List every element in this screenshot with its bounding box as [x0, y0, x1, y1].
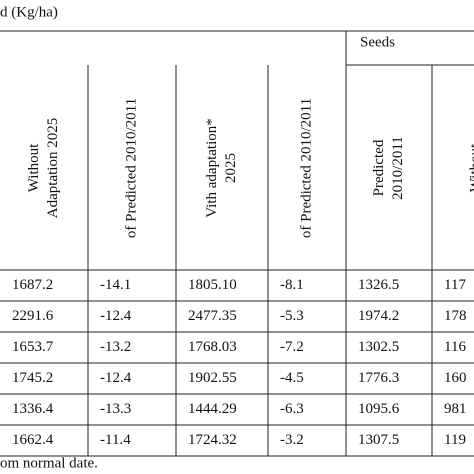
column-header: of Predicted 2010/2011 — [298, 98, 314, 238]
cell: -7.2 — [280, 339, 304, 355]
cell: 1745.2 — [12, 370, 53, 386]
column-header: Vith adaptation* — [204, 118, 220, 218]
footnote: om normal date. — [0, 455, 98, 471]
cell: 1805.10 — [188, 277, 237, 293]
cell: 160 — [444, 370, 467, 386]
cell: 2291.6 — [12, 308, 54, 324]
column-header: 2025 — [223, 153, 239, 183]
cell: -3.2 — [280, 432, 304, 448]
cell: -13.3 — [100, 401, 131, 417]
cell: -5.3 — [280, 308, 304, 324]
cell: 1902.55 — [188, 370, 237, 386]
cell: -14.1 — [100, 277, 131, 293]
cell: -13.2 — [100, 339, 131, 355]
cell: 116 — [444, 339, 466, 355]
cell: 119 — [444, 432, 466, 448]
cell: 1095.6 — [358, 401, 400, 417]
cell: 1724.32 — [188, 432, 237, 448]
column-header: Without — [26, 143, 42, 192]
cell: -8.1 — [280, 277, 304, 293]
cell: 1302.5 — [358, 339, 399, 355]
cell: -6.3 — [280, 401, 304, 417]
cell: 117 — [444, 277, 466, 293]
cell: 1326.5 — [358, 277, 399, 293]
cell: 1687.2 — [12, 277, 53, 293]
cell: 1974.2 — [358, 308, 399, 324]
column-header: 2010/2011 — [390, 136, 406, 200]
cell: -4.5 — [280, 370, 304, 386]
cell: 1653.7 — [12, 339, 54, 355]
cell: -11.4 — [100, 432, 131, 448]
cell: 2477.35 — [188, 308, 237, 324]
table-title: d (Kg/ha) — [0, 4, 58, 20]
column-header: Adaptation 2025 — [45, 118, 61, 218]
column-header: of Predicted 2010/2011 — [123, 98, 139, 238]
group-header: Seeds — [360, 34, 395, 50]
cell: 1336.4 — [12, 401, 54, 417]
column-header: Predicted — [371, 139, 387, 196]
cell: -12.4 — [100, 308, 132, 324]
cell: 981 — [444, 401, 467, 417]
column-header: Without — [467, 143, 474, 192]
cell: 178 — [444, 308, 467, 324]
cell: 1776.3 — [358, 370, 399, 386]
cell: -12.4 — [100, 370, 132, 386]
cell: 1768.03 — [188, 339, 237, 355]
cell: 1444.29 — [188, 401, 237, 417]
cell: 1307.5 — [358, 432, 399, 448]
cell: 1662.4 — [12, 432, 54, 448]
